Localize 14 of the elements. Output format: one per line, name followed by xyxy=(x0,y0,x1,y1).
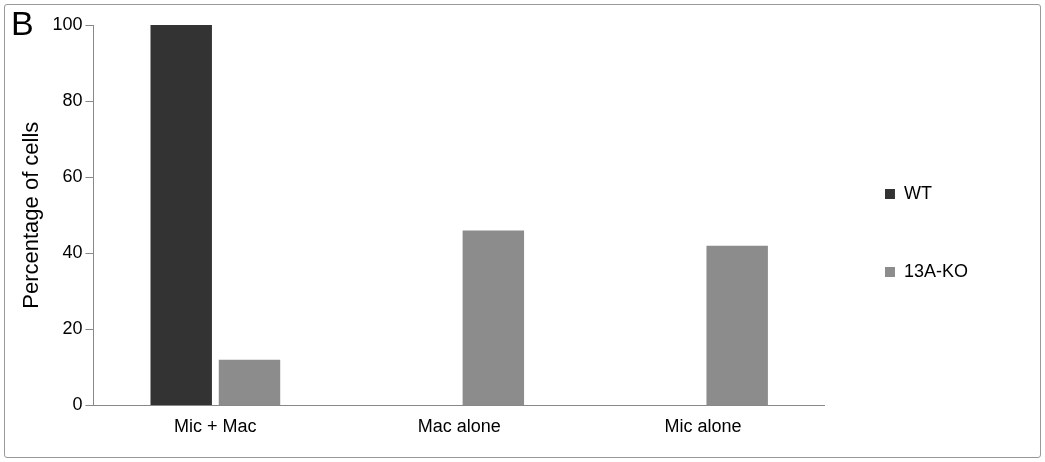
bar xyxy=(150,25,212,405)
y-axis-title: Percentage of cells xyxy=(18,121,44,309)
y-tick-label: 80 xyxy=(62,90,83,111)
y-tick-label: 0 xyxy=(72,394,83,415)
text: B xyxy=(11,4,34,43)
y-tick-label: 20 xyxy=(62,318,83,339)
x-tick-label: Mic + Mac xyxy=(174,416,257,437)
legend-label: WT xyxy=(903,182,932,203)
x-tick-label: Mac alone xyxy=(417,416,501,437)
y-tick-label: 60 xyxy=(62,166,83,187)
y-tick-label: 100 xyxy=(52,13,83,34)
x-tick-label: Mic alone xyxy=(664,416,742,437)
y-tick-label: 40 xyxy=(62,242,83,263)
legend-label: 13A-KO xyxy=(903,260,968,281)
